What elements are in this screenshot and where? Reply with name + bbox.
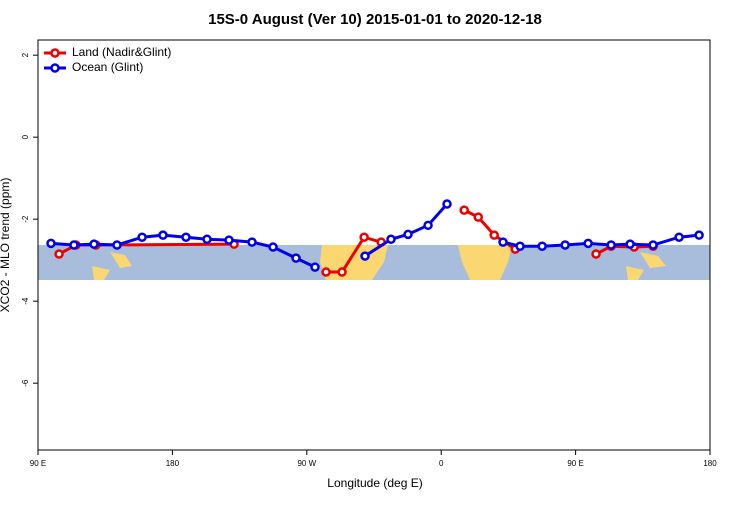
point bbox=[46, 238, 56, 249]
legend-marker bbox=[50, 63, 60, 73]
y-axis-label: XCO2 - MLO trend (ppm) bbox=[0, 178, 12, 313]
point bbox=[648, 240, 658, 250]
point bbox=[224, 235, 234, 245]
point bbox=[137, 232, 147, 242]
x-axis-label: Longitude (deg E) bbox=[327, 476, 422, 490]
legend-label: Land (Nadir&Glint) bbox=[72, 45, 171, 59]
point bbox=[473, 212, 483, 222]
point bbox=[403, 229, 413, 240]
point bbox=[498, 237, 508, 247]
point bbox=[442, 199, 452, 209]
point bbox=[537, 241, 547, 251]
y-tick-label: 2 bbox=[21, 52, 30, 57]
point bbox=[268, 242, 278, 252]
point bbox=[112, 240, 122, 250]
point bbox=[360, 251, 370, 261]
point bbox=[310, 262, 320, 272]
point bbox=[583, 238, 593, 249]
legend-marker bbox=[50, 48, 60, 58]
point bbox=[247, 237, 257, 247]
x-tick-label: 180 bbox=[166, 459, 180, 468]
y-tick-label: 0 bbox=[21, 134, 30, 139]
plot-frame bbox=[37, 39, 711, 451]
point bbox=[386, 234, 396, 245]
point bbox=[89, 239, 99, 249]
point bbox=[291, 253, 301, 263]
point bbox=[69, 240, 79, 250]
point bbox=[202, 234, 212, 245]
chart-title: 15S-0 August (Ver 10) 2015-01-01 to 2020… bbox=[208, 11, 542, 28]
legend-label: Ocean (Glint) bbox=[72, 60, 143, 74]
point bbox=[591, 249, 601, 259]
point bbox=[674, 232, 684, 242]
x-tick-label: 90 W bbox=[297, 459, 316, 468]
y-tick-label: -2 bbox=[21, 215, 30, 223]
point bbox=[158, 230, 168, 240]
point bbox=[606, 240, 616, 250]
point bbox=[459, 205, 469, 215]
x-tick-label: 90 E bbox=[567, 459, 583, 468]
x-tick-label: 0 bbox=[439, 459, 444, 468]
point bbox=[515, 241, 525, 251]
point bbox=[489, 230, 499, 240]
point bbox=[181, 232, 191, 242]
point bbox=[54, 249, 64, 259]
point bbox=[359, 232, 369, 242]
x-tick-label: 180 bbox=[703, 459, 717, 468]
x-tick-label: 90 E bbox=[30, 459, 46, 468]
point bbox=[321, 267, 331, 277]
y-tick-label: -6 bbox=[21, 379, 30, 387]
point bbox=[423, 220, 433, 231]
y-tick-label: -4 bbox=[21, 297, 30, 305]
point bbox=[560, 240, 570, 250]
point bbox=[694, 230, 704, 240]
point bbox=[337, 267, 347, 277]
point bbox=[625, 239, 635, 249]
